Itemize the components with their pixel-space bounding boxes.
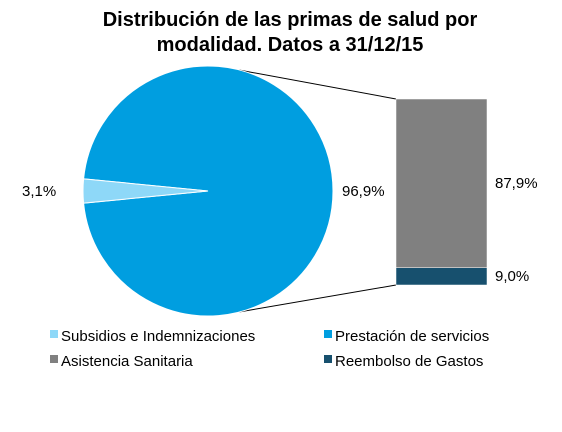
data-label-reembolso-de-gastos: 9,0% bbox=[495, 268, 529, 285]
connector-lines bbox=[238, 69, 397, 313]
data-label-prestacion-de-servicios: 96,9% bbox=[342, 183, 385, 200]
legend-label-subsidios-e-indemnizaciones: Subsidios e Indemnizaciones bbox=[61, 328, 255, 345]
bar-segment-asistencia-sanitaria bbox=[395, 98, 488, 268]
chart-title-line-2: modalidad. Datos a 31/12/15 bbox=[156, 34, 424, 56]
pie-slice-subsidios-e-indemnizaciones bbox=[82, 178, 209, 204]
legend-label-asistencia-sanitaria: Asistencia Sanitaria bbox=[61, 353, 193, 370]
legend-swatch-subsidios-e-indemnizaciones bbox=[50, 330, 58, 338]
pie-slice-prestacion-de-servicios bbox=[83, 65, 334, 317]
breakdown-bar bbox=[395, 98, 488, 286]
legend-label-prestacion-de-servicios: Prestación de servicios bbox=[335, 328, 489, 345]
bar-segment-reembolso-de-gastos bbox=[395, 267, 488, 286]
connector-line-bottom bbox=[238, 284, 397, 313]
legend-label-reembolso-de-gastos: Reembolso de Gastos bbox=[335, 353, 483, 370]
legend-swatch-asistencia-sanitaria bbox=[50, 355, 58, 363]
legend-swatch-prestacion-de-servicios bbox=[324, 330, 332, 338]
legend: Subsidios e Indemnizaciones Prestación de… bbox=[50, 328, 489, 370]
legend-swatch-reembolso-de-gastos bbox=[324, 355, 332, 363]
data-labels: 3,1% 96,9% 9,0% 87,9% bbox=[22, 175, 538, 285]
chart-title: Distribución de las primas de salud por … bbox=[60, 8, 520, 58]
data-label-subsidios-e-indemnizaciones: 3,1% bbox=[22, 183, 56, 200]
connector-line-top bbox=[238, 69, 397, 100]
pie bbox=[82, 65, 334, 317]
data-label-asistencia-sanitaria: 87,9% bbox=[495, 175, 538, 192]
chart-title-line-1: Distribución de las primas de salud por bbox=[102, 9, 478, 31]
